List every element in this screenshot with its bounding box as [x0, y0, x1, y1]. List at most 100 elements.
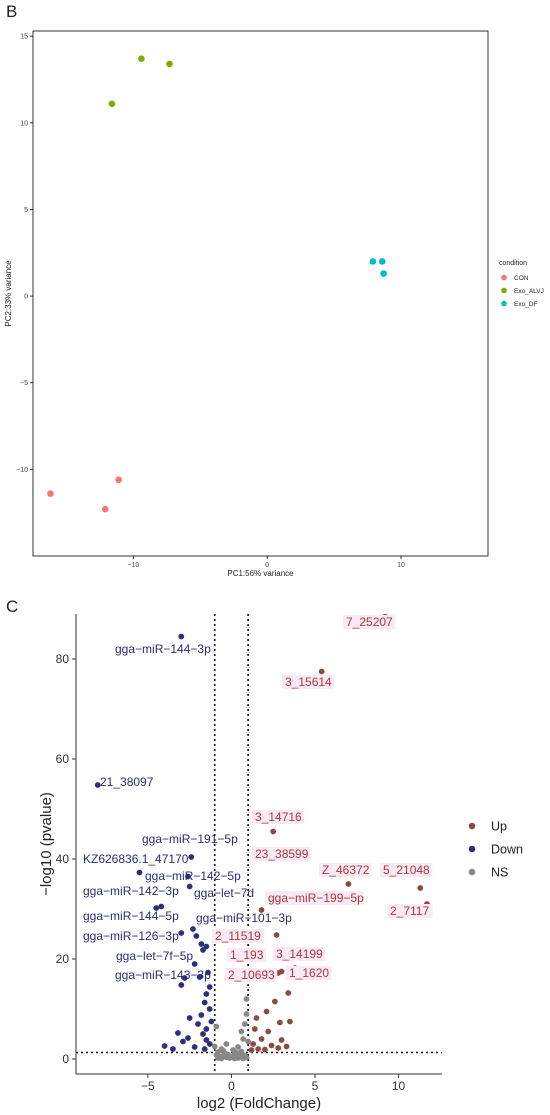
point-down — [190, 926, 196, 932]
annotation-bg — [387, 904, 433, 918]
y-tick-label: 80 — [56, 652, 70, 666]
point-ns — [243, 996, 250, 1002]
annotation-bg — [282, 675, 335, 689]
annotation-bg — [252, 847, 311, 861]
legend-label-ns: NS — [491, 866, 508, 880]
point-ns — [220, 1047, 226, 1054]
annotation-label: 2_7117 — [390, 904, 429, 918]
annotation-label: 5_21048 — [383, 863, 430, 877]
y-tick-label: 10 — [20, 120, 28, 127]
point-up — [258, 1036, 265, 1042]
point-up — [258, 907, 265, 913]
point-down — [94, 782, 101, 788]
annotation-label: gga−miR−126−3p — [83, 929, 179, 943]
legend-key-down — [468, 845, 476, 853]
point-down — [193, 933, 200, 939]
legend-label-con: CON — [514, 275, 529, 282]
annotation-label: 21_38097 — [100, 775, 154, 789]
point-down — [191, 1044, 198, 1050]
legend-key-con — [501, 274, 507, 281]
annotation-label: gga−miR−144−5p — [83, 909, 179, 923]
point-down — [208, 1018, 215, 1025]
point-down — [203, 1026, 210, 1032]
y-tick-label: 20 — [56, 952, 70, 966]
x-tick-label: 0 — [228, 1079, 235, 1093]
point-ns — [225, 1053, 231, 1059]
point-up — [283, 1043, 290, 1050]
point-down — [206, 1006, 213, 1012]
point-down — [196, 974, 203, 980]
point-down — [206, 984, 213, 990]
point-exo_df — [380, 270, 387, 277]
point-down — [158, 903, 165, 910]
y-tick-label: 40 — [56, 852, 70, 866]
annotation-label: gga−miR−191−5p — [142, 832, 238, 846]
point-ns — [238, 1028, 245, 1035]
point-down — [180, 1038, 186, 1045]
x-tick-label: 5 — [312, 1079, 319, 1093]
annotation-label: gga−miR−142−3p — [83, 884, 179, 898]
legend-key-exo_df — [501, 300, 507, 307]
point-ns — [243, 1011, 250, 1017]
annotation-label: gga−miR−144−3p — [115, 642, 211, 656]
point-up — [248, 1047, 255, 1053]
point-up — [268, 1042, 275, 1049]
point-ns — [230, 1054, 236, 1061]
x-tick-label: 10 — [392, 1079, 406, 1093]
point-exo_df — [378, 258, 386, 265]
point-up — [271, 998, 278, 1005]
x-tick-label: 0 — [265, 562, 269, 569]
point-ns — [241, 1021, 248, 1027]
point-down — [136, 869, 143, 876]
point-down — [198, 941, 205, 947]
annotation-bg — [265, 891, 364, 905]
point-up — [287, 1018, 293, 1025]
panel-letter-b: B — [6, 2, 18, 21]
annotation-label: 2_10693 — [228, 968, 275, 982]
point-down — [186, 883, 193, 890]
point-up — [270, 828, 277, 835]
annotation-label: gga−miR−199−5p — [268, 891, 364, 905]
point-ns — [235, 1044, 242, 1050]
annotation-label: 3_14199 — [276, 947, 323, 961]
annotation-bg — [343, 615, 396, 629]
point-down — [195, 1021, 201, 1027]
point-up — [263, 1008, 270, 1015]
plot-frame — [32, 30, 489, 557]
x-axis-label: PC1:56% variance — [227, 569, 294, 578]
legend-label-exo_df: Exo_DF — [514, 301, 538, 308]
point-down — [203, 1037, 210, 1043]
legend-key-up — [468, 822, 476, 830]
point-ns — [213, 1023, 220, 1030]
annotation-label: 23_38599 — [255, 847, 309, 861]
annotation-bg — [212, 929, 265, 943]
pca-plot: −10 0 10 −10 −5 0 5 10 15 PC1:56% variance PC2:33%… — [4, 30, 544, 578]
point-up — [265, 1028, 272, 1035]
point-down — [201, 1046, 208, 1052]
point-up — [261, 1046, 268, 1053]
point-ns — [233, 1049, 240, 1056]
point-ns — [240, 1055, 247, 1062]
point-up — [275, 1045, 282, 1051]
x-tick-label: −10 — [127, 562, 139, 569]
legend-title: condition — [499, 260, 527, 267]
x-tick-label: −5 — [141, 1079, 155, 1093]
annotation-label: gga−miR−143−3p — [115, 968, 211, 982]
legend-key-exo_alvj — [501, 287, 507, 294]
legend-label-up: Up — [491, 820, 507, 834]
panel-letter-c: C — [6, 597, 19, 616]
point-down — [178, 982, 185, 988]
point-up — [273, 932, 280, 938]
point-up — [253, 1015, 260, 1021]
legend-label-exo_alvj: Exo_ALVJ — [514, 288, 544, 295]
point-up — [250, 1041, 257, 1047]
annotation-label: 3_15614 — [285, 675, 332, 689]
point-down — [200, 947, 206, 953]
point-down — [178, 633, 185, 640]
point-down — [153, 905, 160, 911]
point-up — [255, 1046, 262, 1052]
annotation-bg — [286, 966, 332, 980]
y-tick-label: 15 — [20, 34, 28, 41]
point-ns — [218, 1055, 225, 1062]
point-down — [201, 999, 208, 1006]
